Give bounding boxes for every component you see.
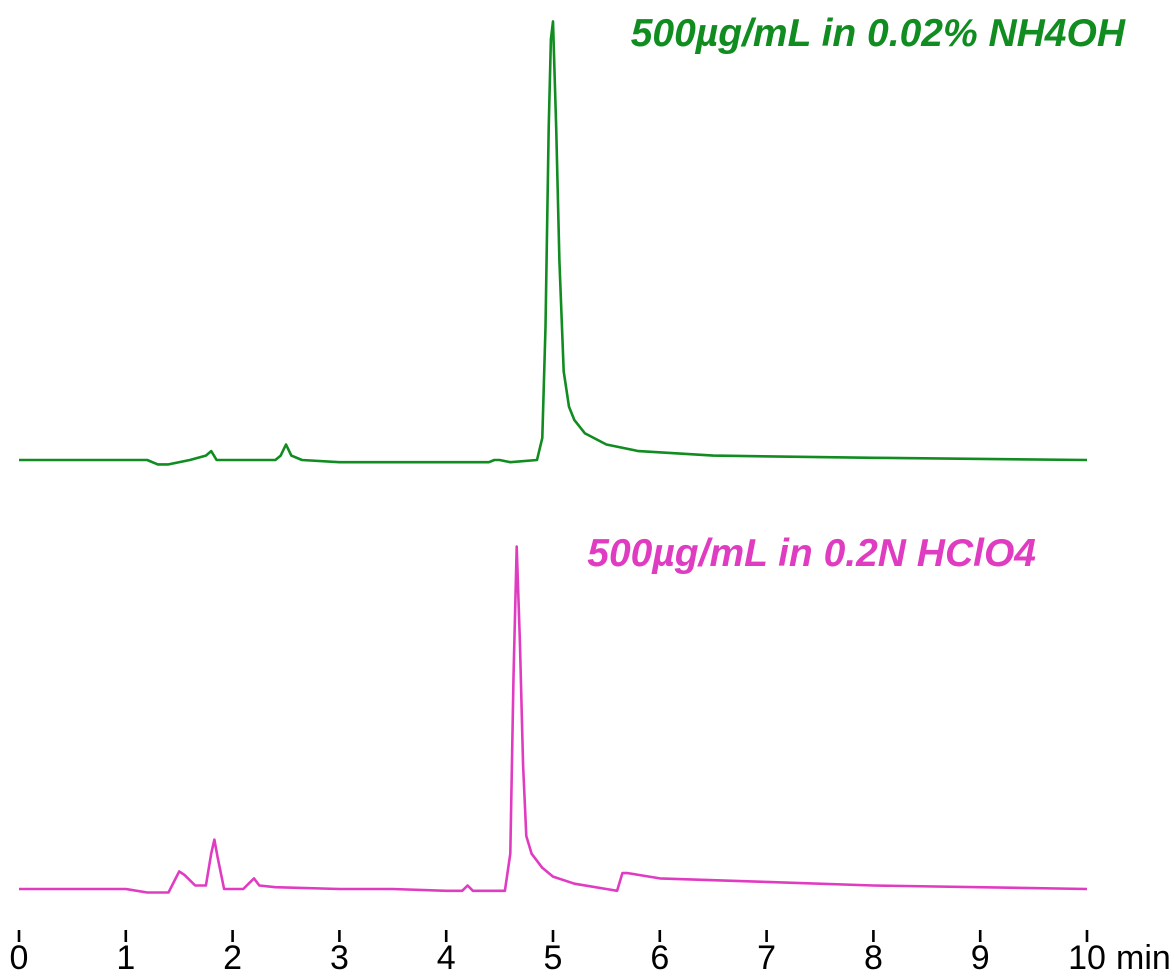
trace-layer xyxy=(19,20,1088,894)
x-tick-label: 2 xyxy=(223,939,242,977)
trace-hclo4 xyxy=(19,545,1088,894)
x-tick-label: 4 xyxy=(437,939,456,977)
x-tick-label: 9 xyxy=(971,939,990,977)
series-label-hclo4: 500µg/mL in 0.2N HClO4 xyxy=(587,532,1036,575)
x-axis: 0 1 2 3 4 5 6 7 8 9 10 xyxy=(10,930,1106,977)
x-tick-label: 10 xyxy=(1068,939,1106,977)
x-tick-label: 0 xyxy=(10,939,29,977)
trace-nh4oh xyxy=(19,20,1088,466)
x-tick-label: 6 xyxy=(650,939,669,977)
x-axis-unit: min xyxy=(1116,939,1171,977)
series-label-nh4oh: 500µg/mL in 0.02% NH4OH xyxy=(631,12,1126,55)
x-tick-label: 3 xyxy=(330,939,349,977)
x-tick-label: 1 xyxy=(116,939,135,977)
x-tick-label: 5 xyxy=(544,939,563,977)
x-tick-label: 7 xyxy=(757,939,776,977)
x-tick-label: 8 xyxy=(864,939,883,977)
